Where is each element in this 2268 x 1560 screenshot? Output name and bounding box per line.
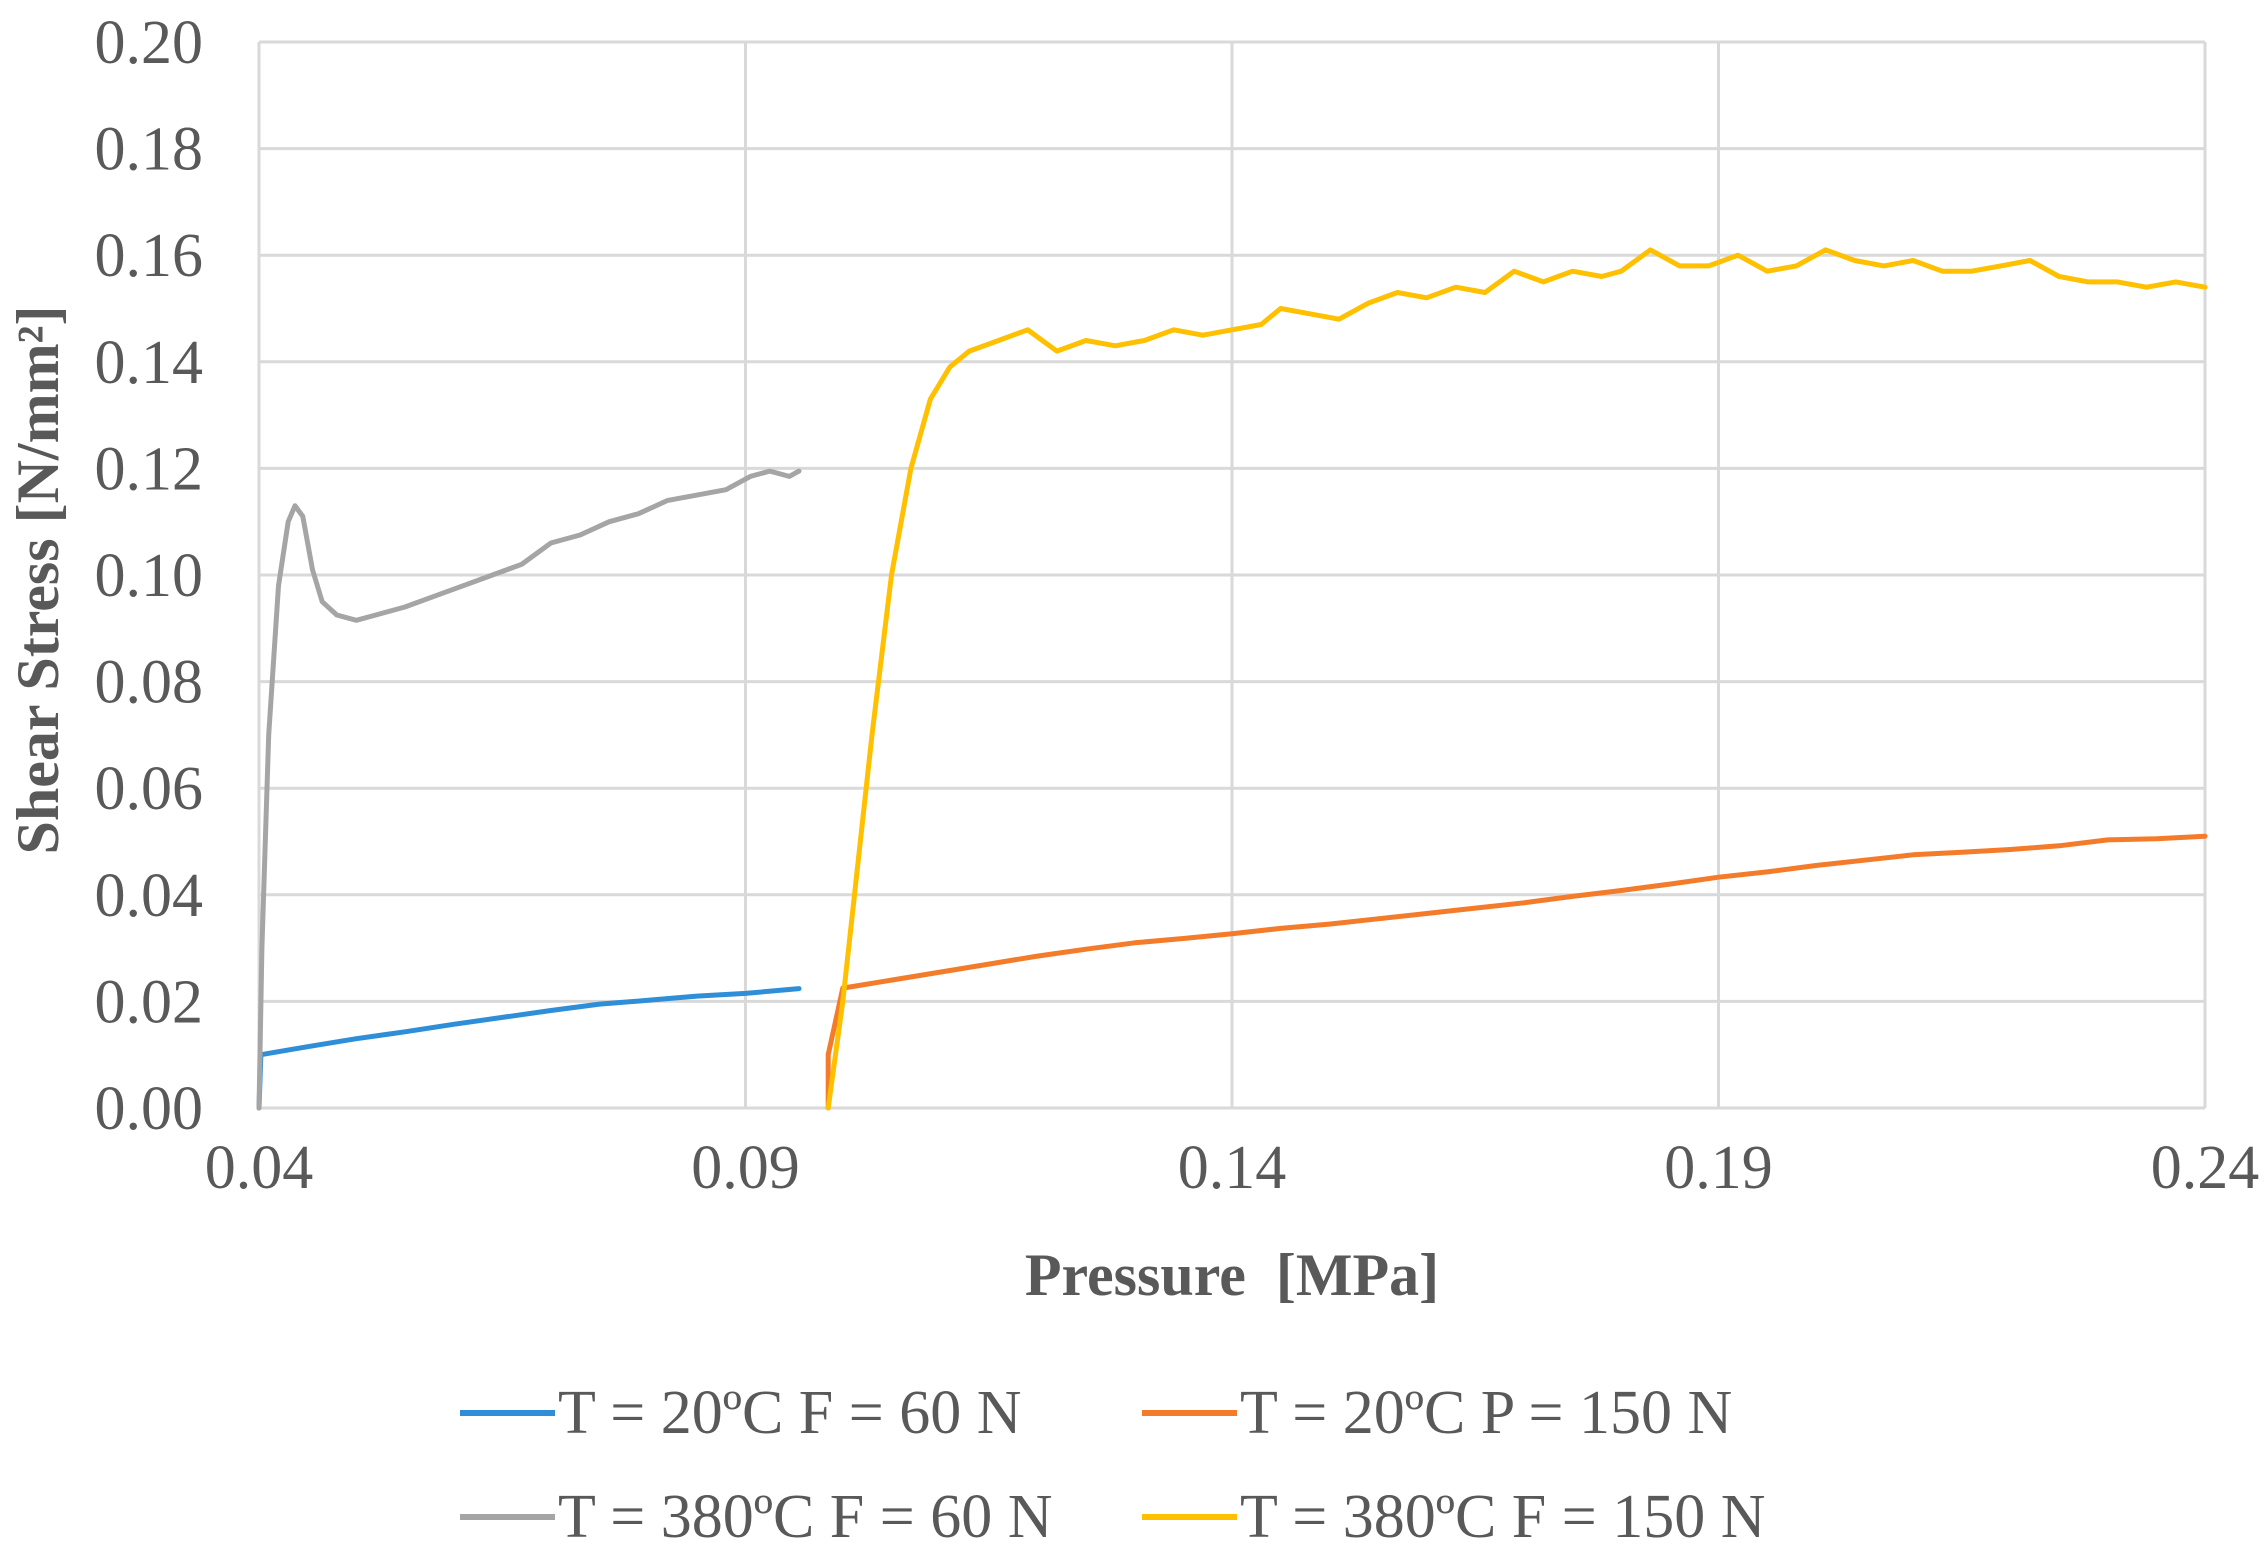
- y-tick-label: 0.18: [95, 116, 204, 184]
- x-axis-title: Pressure [MPa]: [1025, 1242, 1439, 1308]
- x-tick-label: 0.14: [1178, 1134, 1287, 1202]
- series-line-1: [256, 986, 802, 1111]
- x-tick-label: 0.09: [691, 1134, 800, 1202]
- y-tick-label: 0.04: [95, 862, 204, 930]
- y-tick-label: 0.12: [95, 435, 204, 503]
- legend-label-3: T = 380ºC F = 60 N: [558, 1483, 1053, 1551]
- y-tick-label: 0.02: [95, 968, 204, 1036]
- y-tick-label: 0.00: [95, 1075, 204, 1143]
- x-tick-label: 0.19: [1664, 1134, 1773, 1202]
- legend: T = 20ºC F = 60 N T = 20ºC P = 150 N T =…: [460, 1379, 1766, 1551]
- y-tick-label: 0.10: [95, 542, 204, 610]
- legend-label-2: T = 20ºC P = 150 N: [1240, 1379, 1732, 1447]
- x-tick-label: 0.04: [205, 1134, 314, 1202]
- series-line-3: [256, 468, 802, 1111]
- y-tick-label: 0.20: [95, 9, 204, 77]
- legend-label-4: T = 380ºC F = 150 N: [1240, 1483, 1766, 1551]
- grid-lines: [257, 40, 2207, 1110]
- x-tick-label: 0.24: [2151, 1134, 2260, 1202]
- y-tick-label: 0.06: [95, 755, 204, 823]
- legend-label-1: T = 20ºC F = 60 N: [558, 1379, 1022, 1447]
- series-line-2: [825, 833, 2208, 1111]
- y-axis-ticks: 0.00 0.02 0.04 0.06 0.08 0.10 0.12 0.14 0.16 0.18…: [95, 9, 204, 1143]
- x-axis-ticks: 0.04 0.09 0.14 0.19 0.24: [205, 1134, 2260, 1202]
- y-tick-label: 0.14: [95, 329, 204, 397]
- series-line-4: [825, 247, 2208, 1111]
- y-tick-label: 0.16: [95, 222, 204, 290]
- series-lines: [256, 247, 2208, 1111]
- y-tick-label: 0.08: [95, 649, 204, 717]
- y-axis-title: Shear Stress [N/mm²]: [5, 305, 71, 854]
